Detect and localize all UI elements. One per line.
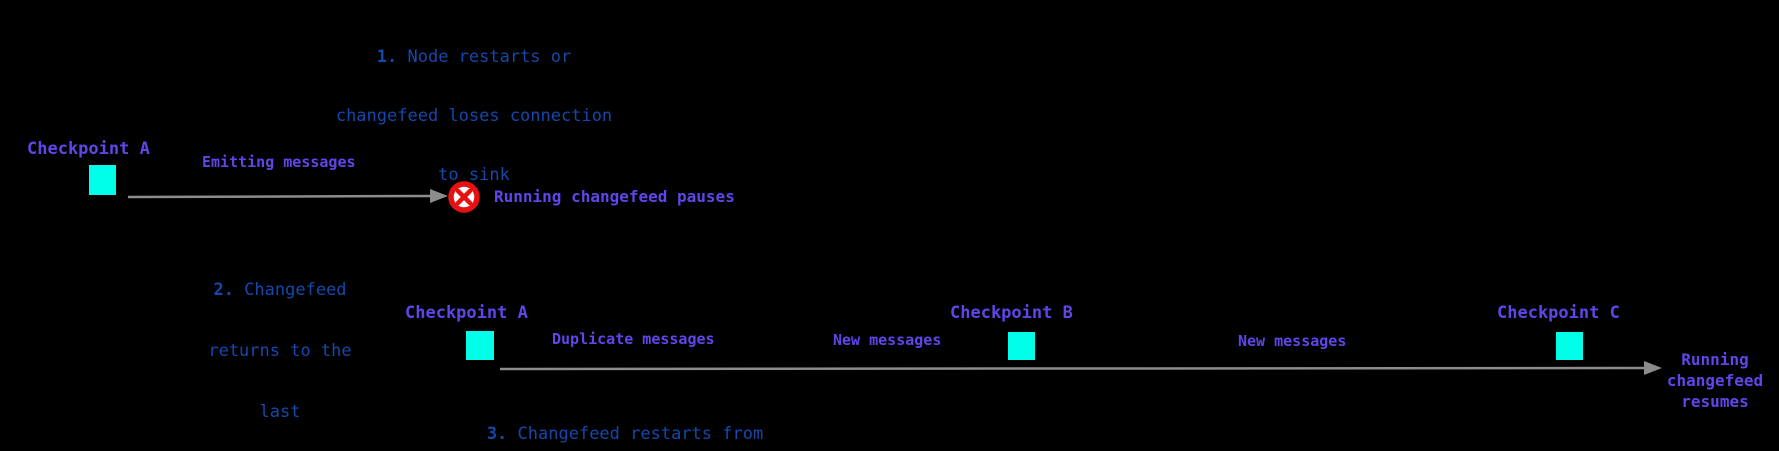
step-3-note: 3. Changefeed restarts from last checkpo…	[475, 385, 775, 451]
checkpoint-b-label: Checkpoint B	[950, 303, 1073, 323]
step-1-note: 1. Node restarts or changefeed loses con…	[324, 8, 624, 225]
duplicate-messages-label: Duplicate messages	[552, 330, 715, 348]
circle-x-icon	[448, 181, 480, 213]
step-1-line-1: 1. Node restarts or	[324, 48, 624, 67]
running-changefeed-pauses-label: Running changefeed pauses	[494, 187, 735, 206]
step-2-line-2: returns to the	[208, 341, 352, 361]
checkpoint-a-marker-top	[89, 165, 116, 195]
checkpoint-b-marker	[1008, 332, 1035, 360]
step-3-text: Changefeed restarts from	[517, 424, 764, 444]
checkpoint-c-marker	[1556, 332, 1583, 360]
step-2-note: 2. Changefeed returns to the last checkp…	[170, 240, 390, 451]
emitting-messages-label: Emitting messages	[202, 153, 356, 171]
new-messages-label-1: New messages	[833, 331, 942, 349]
resumes-line-3: resumes	[1681, 392, 1749, 411]
checkpoint-a-label-top: Checkpoint A	[27, 139, 150, 159]
resumes-line-1: Running	[1681, 350, 1749, 369]
step-1-text: Node restarts or	[407, 47, 572, 67]
timeline-arrow	[499, 361, 1662, 375]
checkpoint-a-marker-bottom	[466, 331, 494, 360]
new-messages-label-2: New messages	[1238, 332, 1347, 350]
step-1-line-2: changefeed loses connection	[335, 106, 613, 126]
step-2-text: Changefeed	[244, 280, 347, 300]
step-2-line-3: last	[259, 402, 301, 422]
step-1-number: 1.	[376, 47, 398, 67]
step-3-number: 3.	[486, 424, 508, 444]
step-2-line-1: 2. Changefeed	[170, 280, 390, 301]
running-changefeed-resumes-label: Running changefeed resumes	[1662, 349, 1768, 412]
step-3-line-1: 3. Changefeed restarts from	[475, 425, 775, 444]
resumes-line-2: changefeed	[1666, 371, 1764, 390]
checkpoint-c-label: Checkpoint C	[1497, 303, 1620, 323]
step-2-number: 2.	[213, 280, 234, 300]
checkpoint-a-label-bottom: Checkpoint A	[405, 303, 528, 323]
step-1-line-3: to sink	[438, 165, 510, 185]
